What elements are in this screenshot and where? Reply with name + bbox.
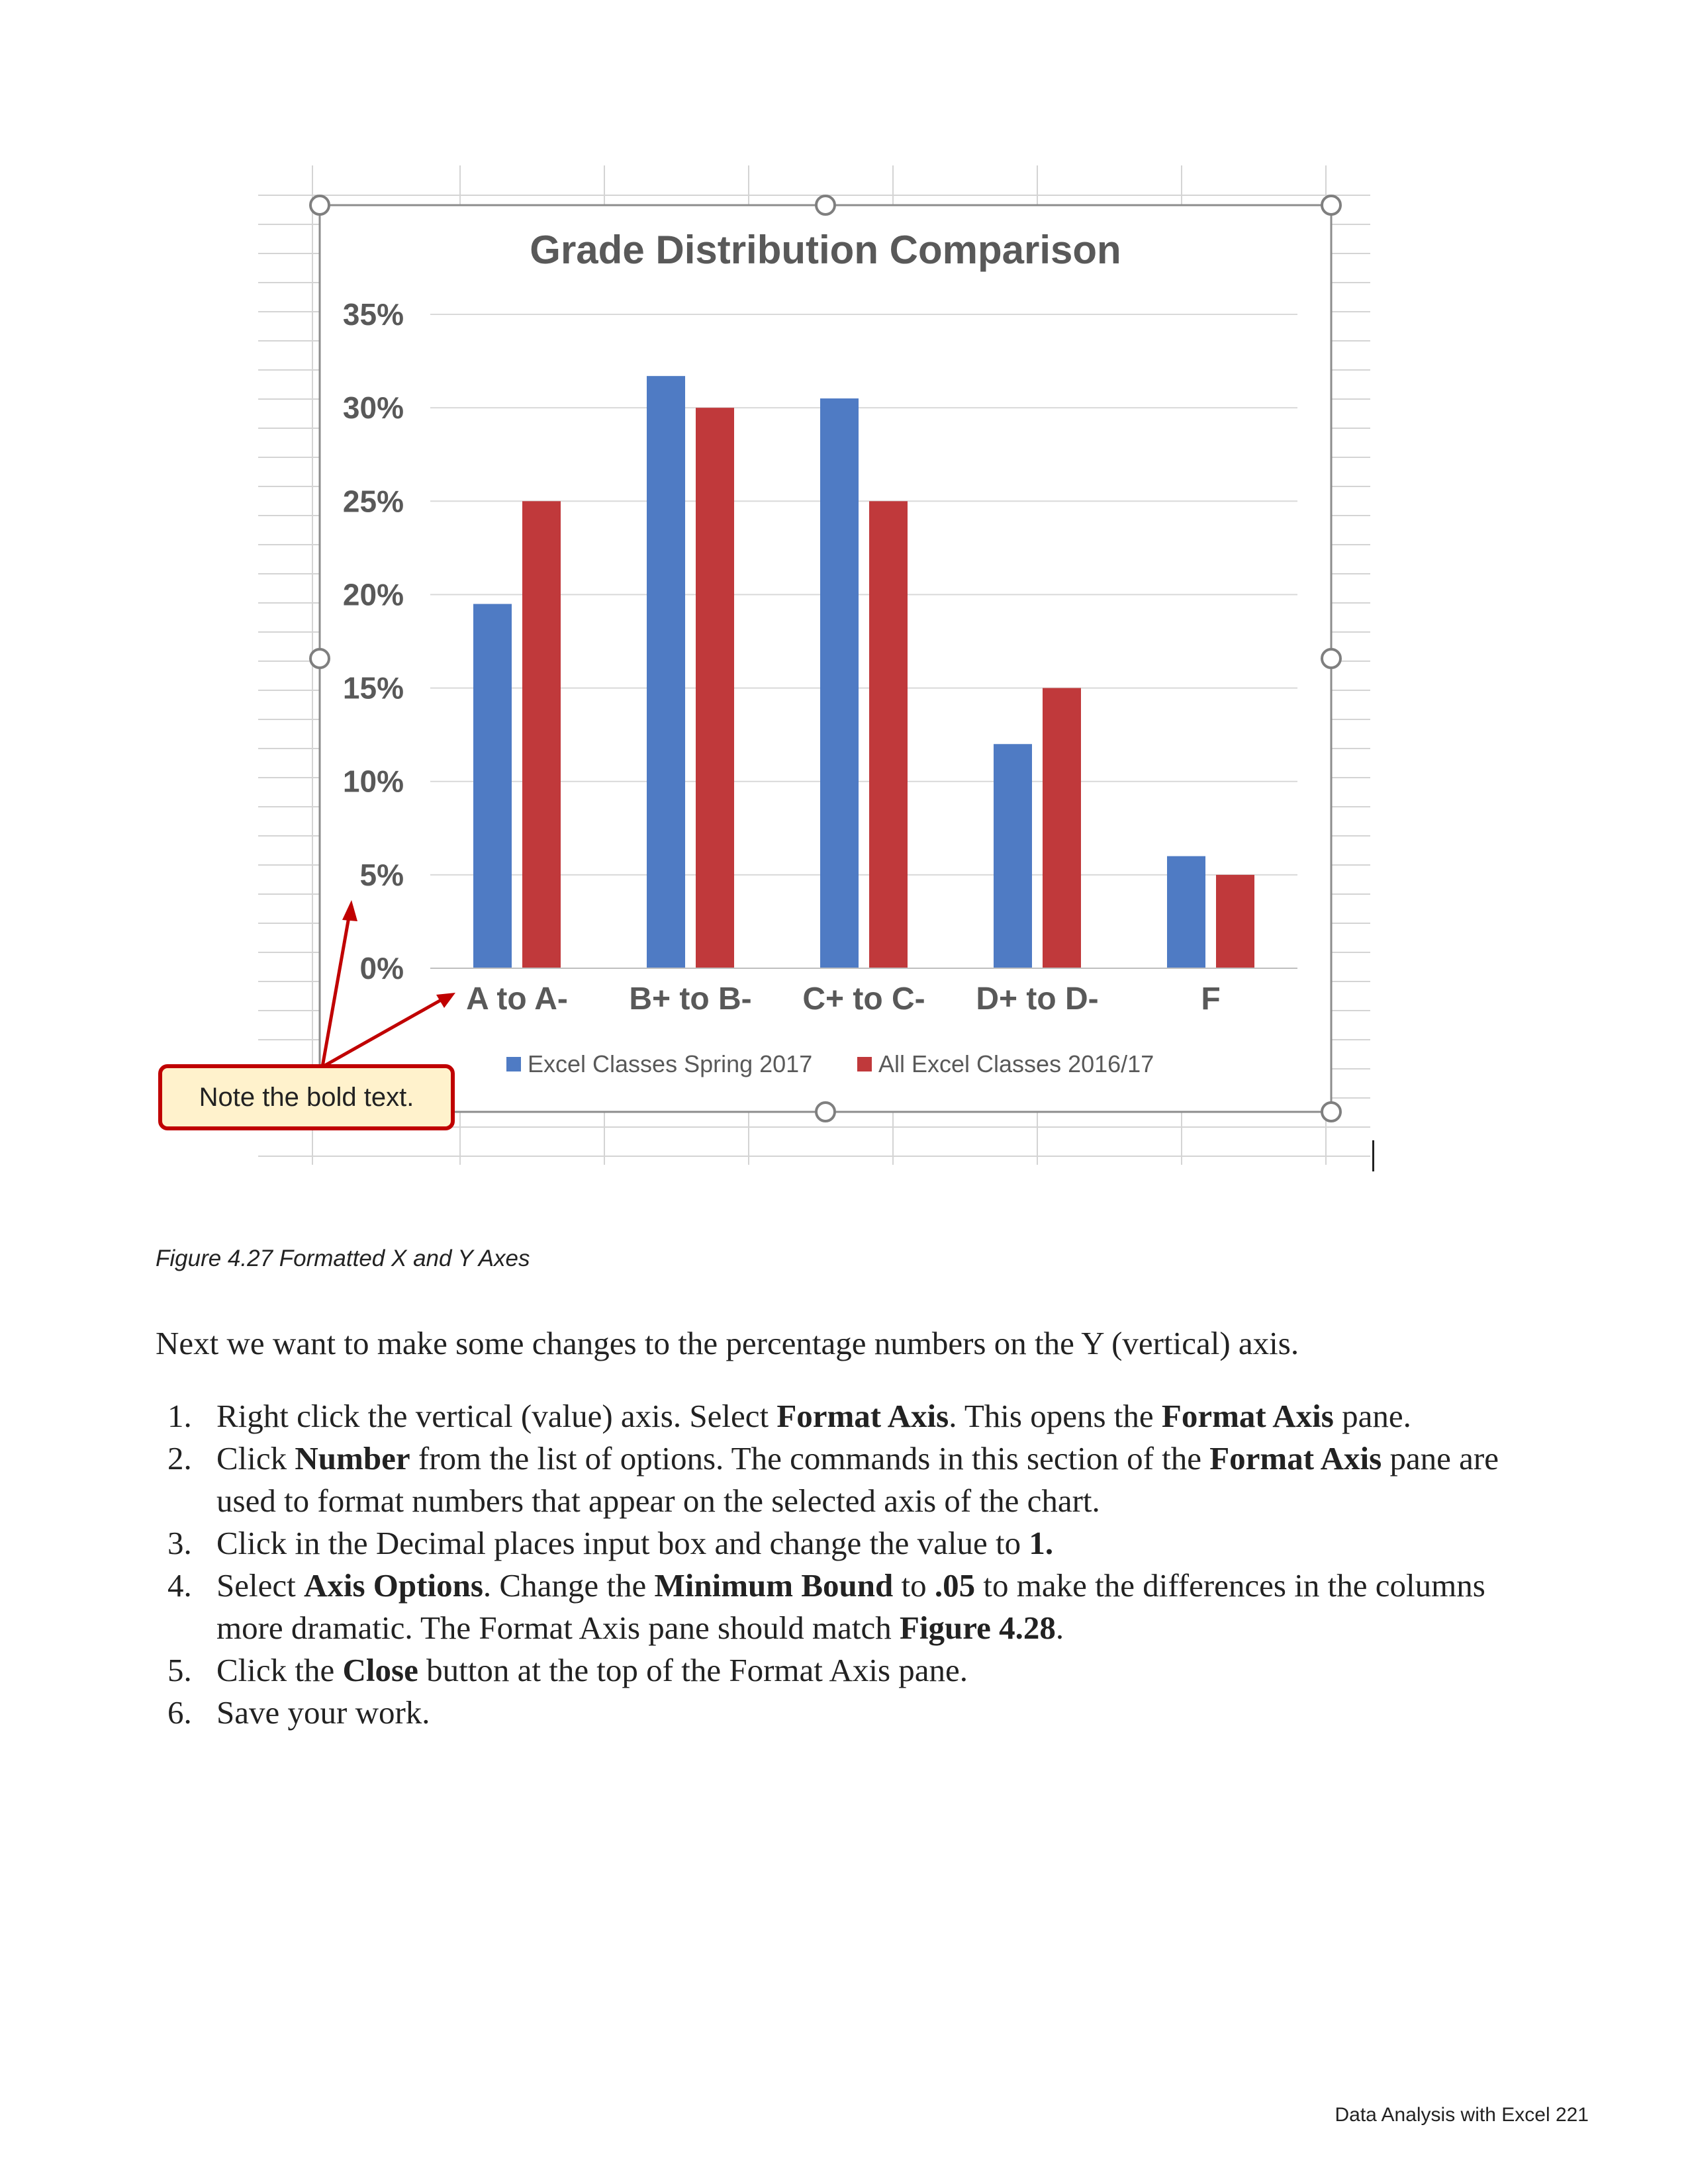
y-tick-label[interactable]: 30%: [343, 390, 404, 425]
y-tick-label[interactable]: 20%: [343, 577, 404, 612]
bold-term: Axis Options: [303, 1567, 483, 1604]
legend-swatch[interactable]: [506, 1057, 521, 1071]
y-tick-label[interactable]: 10%: [343, 764, 404, 799]
bold-term: Format Axis: [1161, 1398, 1334, 1434]
y-tick-label[interactable]: 35%: [343, 297, 404, 332]
step-text: pane are used to format numbers that app…: [216, 1440, 1499, 1519]
instruction-step: 5. Click the Close button at the top of t…: [156, 1649, 1532, 1692]
bold-term: Format Axis: [776, 1398, 949, 1434]
x-tick-label[interactable]: F: [1201, 981, 1220, 1017]
step-text: .: [1055, 1610, 1064, 1646]
instruction-step: 2. Click Number from the list of options.…: [156, 1437, 1532, 1522]
callout-arrows: [320, 900, 455, 1069]
bar[interactable]: [522, 501, 561, 968]
step-text: to: [893, 1567, 935, 1604]
step-text: Right click the vertical (value) axis. S…: [216, 1398, 777, 1434]
step-number: 1.: [167, 1398, 192, 1434]
bold-term: 1.: [1029, 1525, 1054, 1561]
resize-handle[interactable]: [309, 195, 330, 216]
step-text: Click the: [216, 1652, 343, 1688]
x-tick-label[interactable]: C+ to C-: [802, 981, 925, 1017]
chart-screenshot: Grade Distribution Comparison 0% 5% 10% 15%…: [149, 165, 1393, 1198]
y-tick-label[interactable]: 0%: [360, 951, 404, 985]
page-footer: Data Analysis with Excel 221: [1335, 2104, 1589, 2126]
step-number: 3.: [167, 1525, 192, 1561]
step-text: . Change the: [483, 1567, 655, 1604]
arrow-head-icon: [436, 993, 455, 1008]
x-tick-label[interactable]: B+ to B-: [629, 981, 751, 1017]
bar[interactable]: [696, 408, 734, 968]
bar[interactable]: [473, 604, 512, 968]
resize-handle[interactable]: [309, 648, 330, 669]
instruction-step: 1. Right click the vertical (value) axis.…: [156, 1395, 1532, 1437]
bar[interactable]: [1167, 856, 1205, 968]
step-text: . This opens the: [949, 1398, 1162, 1434]
resize-handle[interactable]: [1321, 1101, 1342, 1122]
bold-term: Format Axis: [1209, 1440, 1382, 1477]
x-tick-label[interactable]: A to A-: [466, 981, 568, 1017]
step-text: button at the top of the Format Axis pan…: [418, 1652, 968, 1688]
intro-paragraph: Next we want to make some changes to the…: [156, 1325, 1299, 1361]
chart-title[interactable]: Grade Distribution Comparison: [530, 228, 1121, 272]
bar[interactable]: [869, 501, 908, 968]
legend-label[interactable]: All Excel Classes 2016/17: [878, 1050, 1154, 1077]
instruction-step: 3. Click in the Decimal places input box …: [156, 1522, 1532, 1565]
bar[interactable]: [820, 398, 859, 968]
step-text: from the list of options. The commands i…: [410, 1440, 1210, 1477]
figure-caption: Figure 4.27 Formatted X and Y Axes: [156, 1246, 530, 1271]
bold-term: Number: [295, 1440, 410, 1477]
callout-box: Note the bold text.: [158, 1064, 455, 1130]
bold-term: .05: [934, 1567, 976, 1604]
bar[interactable]: [647, 376, 685, 968]
y-tick-label[interactable]: 5%: [360, 858, 404, 892]
bar[interactable]: [1216, 874, 1254, 968]
step-text: Save your work.: [216, 1694, 430, 1731]
resize-handle[interactable]: [815, 1101, 836, 1122]
bar[interactable]: [994, 744, 1032, 968]
step-text: to make the differences in the columns m…: [216, 1567, 1485, 1646]
resize-handle[interactable]: [815, 195, 836, 216]
step-text: Select: [216, 1567, 304, 1604]
instruction-step: 6. Save your work.: [156, 1692, 1532, 1734]
legend-swatch[interactable]: [857, 1057, 872, 1071]
y-tick-label[interactable]: 25%: [343, 484, 404, 518]
step-text: Click in the Decimal places input box an…: [216, 1525, 1029, 1561]
x-tick-label[interactable]: D+ to D-: [976, 981, 1098, 1017]
resize-handle[interactable]: [1321, 195, 1342, 216]
arrow-head-icon: [342, 900, 357, 921]
bar[interactable]: [1043, 688, 1081, 968]
step-number: 4.: [167, 1567, 192, 1604]
resize-handle[interactable]: [1321, 648, 1342, 669]
instruction-list: 1. Right click the vertical (value) axis.…: [156, 1395, 1532, 1734]
step-text: pane.: [1333, 1398, 1411, 1434]
step-number: 6.: [167, 1694, 192, 1731]
instruction-step: 4. Select Axis Options. Change the Minimu…: [156, 1565, 1532, 1649]
step-text: Click: [216, 1440, 295, 1477]
text-cursor: [1372, 1140, 1374, 1171]
bar-chart[interactable]: Grade Distribution Comparison 0% 5% 10% 15%…: [149, 165, 1393, 1198]
bold-term: Figure 4.28: [899, 1610, 1056, 1646]
step-number: 2.: [167, 1440, 192, 1477]
legend-label[interactable]: Excel Classes Spring 2017: [528, 1050, 812, 1077]
bold-term: Minimum Bound: [654, 1567, 894, 1604]
y-tick-label[interactable]: 15%: [343, 671, 404, 705]
step-number: 5.: [167, 1652, 192, 1688]
bold-term: Close: [342, 1652, 418, 1688]
